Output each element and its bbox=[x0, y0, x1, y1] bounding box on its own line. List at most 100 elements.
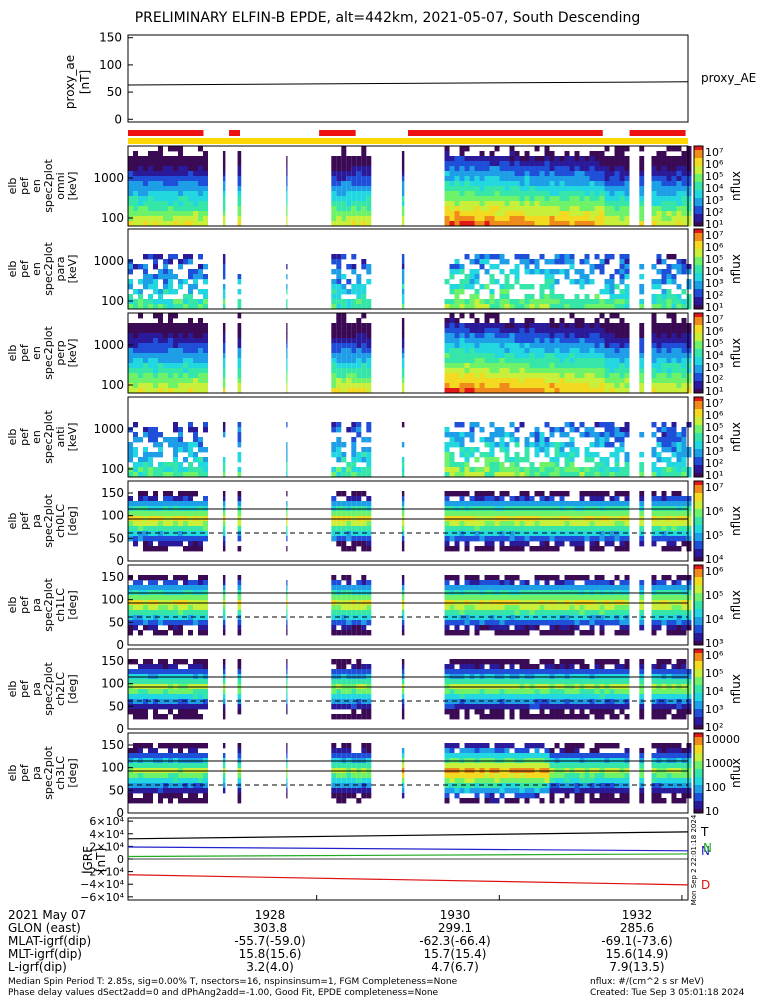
spec-cell bbox=[173, 304, 178, 310]
spec-cell bbox=[351, 595, 357, 601]
spec-cell bbox=[554, 343, 560, 349]
spec-cell bbox=[366, 353, 372, 359]
spec-cell bbox=[143, 304, 148, 310]
spec-cell bbox=[158, 151, 163, 157]
spec-cell bbox=[569, 472, 575, 478]
spec-cell bbox=[366, 605, 372, 611]
spec-cell bbox=[341, 299, 347, 305]
spec-cell bbox=[193, 274, 198, 280]
spec-cell bbox=[474, 605, 480, 611]
spec-cell bbox=[336, 501, 342, 507]
spec-cell bbox=[361, 259, 367, 265]
spec-cell bbox=[401, 264, 405, 270]
spec-cell bbox=[549, 610, 555, 616]
spec-cell bbox=[499, 196, 505, 202]
spec-cell bbox=[584, 595, 590, 601]
spec-cell bbox=[474, 343, 480, 349]
spec-cell bbox=[594, 216, 600, 222]
spec-cell bbox=[128, 388, 133, 394]
spec-cell bbox=[589, 630, 595, 636]
spec-cell bbox=[499, 259, 505, 265]
spec-cell bbox=[178, 620, 183, 626]
spec-cell bbox=[444, 575, 450, 581]
spec-cell bbox=[138, 580, 143, 586]
spec-cell bbox=[351, 447, 357, 453]
spec-cell bbox=[464, 191, 470, 197]
spec-cell bbox=[686, 348, 692, 354]
spec-cell bbox=[599, 496, 605, 502]
spec-cell bbox=[609, 531, 615, 537]
spec-cell bbox=[454, 221, 460, 227]
spec-cell bbox=[574, 472, 580, 478]
spec-cell bbox=[549, 279, 555, 285]
spec-cell bbox=[474, 422, 480, 428]
spec-cell bbox=[173, 161, 178, 167]
spec-cell bbox=[143, 447, 148, 453]
spec-cell bbox=[459, 343, 465, 349]
spec-cell bbox=[544, 201, 550, 207]
spec-cell bbox=[222, 511, 226, 517]
spec-cell bbox=[449, 338, 455, 344]
spec-cell bbox=[366, 521, 372, 527]
spec-cell bbox=[469, 313, 475, 319]
spec-cell bbox=[681, 191, 687, 197]
spec-cell bbox=[676, 201, 682, 207]
spec-cell bbox=[584, 176, 590, 182]
spec-cell bbox=[163, 630, 168, 636]
proxy-ae-tick-label: 100 bbox=[99, 58, 122, 72]
spec-cell bbox=[484, 585, 490, 591]
spec-cell bbox=[619, 201, 625, 207]
spec-cell bbox=[574, 467, 580, 473]
spec-cell bbox=[676, 211, 682, 217]
spec-cell bbox=[143, 201, 148, 207]
spec-cell bbox=[346, 383, 352, 389]
spec-cell bbox=[163, 368, 168, 374]
spec-ylabel: elb bbox=[6, 261, 19, 278]
spec-cell bbox=[539, 211, 545, 217]
spec-cell bbox=[499, 521, 505, 527]
colorbar-cell bbox=[694, 445, 703, 450]
spec-cell bbox=[544, 462, 550, 468]
spec-cell bbox=[589, 166, 595, 172]
spec-cell bbox=[128, 447, 133, 453]
spec-cell bbox=[449, 457, 455, 463]
spec-cell bbox=[529, 221, 535, 227]
spec-cell bbox=[594, 521, 600, 527]
spec-cell bbox=[639, 580, 645, 586]
spec-cell bbox=[479, 521, 485, 527]
spec-cell bbox=[499, 610, 505, 616]
spec-cell bbox=[173, 541, 178, 547]
spec-cell bbox=[534, 427, 540, 433]
spec-cell bbox=[579, 615, 585, 621]
spec-cell bbox=[222, 259, 226, 265]
spec-cell bbox=[569, 191, 575, 197]
colorbar-cell bbox=[694, 317, 703, 322]
spec-cell bbox=[286, 176, 288, 182]
spec-cell bbox=[336, 304, 342, 310]
spec-cell bbox=[504, 536, 510, 542]
spec-cell bbox=[686, 216, 692, 222]
spec-cell bbox=[449, 299, 455, 305]
spec-cell bbox=[604, 462, 610, 468]
spec-cell bbox=[484, 299, 490, 305]
spec-cell bbox=[336, 196, 342, 202]
spec-cell bbox=[579, 536, 585, 542]
spec-cell bbox=[479, 304, 485, 310]
spec-cell bbox=[222, 491, 226, 497]
spec-cell bbox=[499, 491, 505, 497]
spec-cell bbox=[519, 299, 525, 305]
spec-cell bbox=[469, 323, 475, 329]
spec-cell bbox=[584, 358, 590, 364]
spec-cell bbox=[401, 333, 405, 339]
spec-cell bbox=[193, 166, 198, 172]
spec-cell bbox=[153, 328, 158, 334]
spec-cell bbox=[479, 625, 485, 631]
spec-cell bbox=[504, 630, 510, 636]
spec-cell bbox=[619, 343, 625, 349]
spec-cell bbox=[454, 472, 460, 478]
spec-cell bbox=[401, 181, 405, 187]
spec-cell bbox=[188, 323, 193, 329]
spec-cell bbox=[138, 299, 143, 305]
spec-cell bbox=[584, 536, 590, 542]
spec-cell bbox=[539, 333, 545, 339]
